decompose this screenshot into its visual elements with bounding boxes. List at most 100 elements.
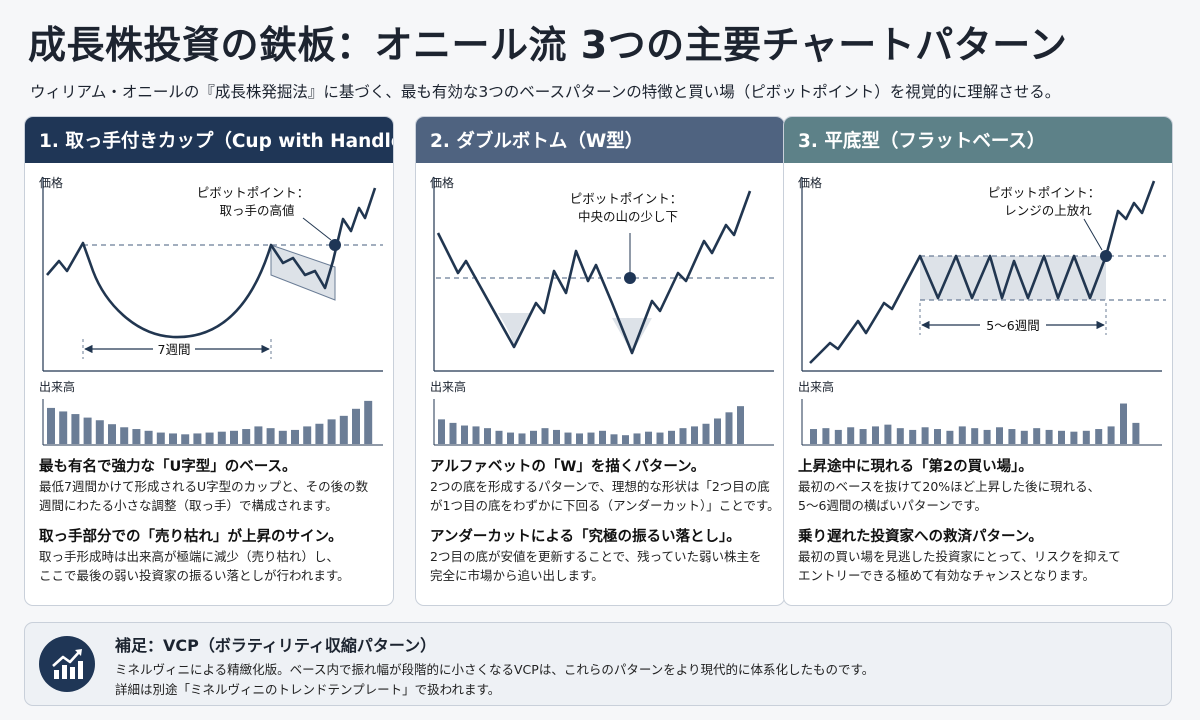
card-header: 3. 平底型（フラットベース） xyxy=(784,117,1172,163)
price-axis-label: 価格 xyxy=(430,175,454,190)
volume-bar xyxy=(1070,431,1078,444)
volume-bar xyxy=(564,432,572,444)
volume-bar xyxy=(587,432,595,444)
volume-bar xyxy=(108,424,116,444)
description-text: 5～6週間の横ばいパターンです。 xyxy=(798,498,988,513)
volume-bar xyxy=(327,419,336,444)
pivot-label: ピボットポイント： 中央の山の少し下 xyxy=(570,191,687,224)
volume-bar xyxy=(909,429,917,444)
volume-bar xyxy=(633,433,641,444)
volume-axis-label: 出来高 xyxy=(430,379,466,394)
volume-bar xyxy=(822,428,830,444)
card-double-bottom: 2. ダブルボトム（W型） 価格 ピボットポイント： 中央の山の少し下 出来高 … xyxy=(415,116,785,606)
volume-bar xyxy=(95,420,104,444)
volume-bar xyxy=(702,423,710,444)
flat-base-chart: 価格 ピボットポイント： レンジの上放れ 5～6週間 出来高 xyxy=(798,175,1166,446)
span-label: 5～6週間 xyxy=(986,318,1039,333)
volume-bar xyxy=(1020,430,1028,444)
volume-bar xyxy=(921,427,929,444)
volume-axis-label: 出来高 xyxy=(798,379,834,394)
second-bottom-shade xyxy=(612,318,652,353)
volume-bar xyxy=(507,432,514,444)
volume-bar xyxy=(645,431,652,444)
volume-bar xyxy=(364,400,373,444)
volume-bar xyxy=(1045,429,1053,444)
volume-bar xyxy=(1107,426,1115,444)
volume-bar xyxy=(679,428,687,444)
volume-bar xyxy=(1082,430,1090,444)
volume-bar xyxy=(230,430,238,444)
volume-bar xyxy=(205,432,214,444)
card-header: 2. ダブルボトム（W型） xyxy=(416,117,784,163)
description-heading: アンダーカットによる「究極の振るい落とし」。 xyxy=(430,529,741,545)
chart-up-icon xyxy=(39,636,95,692)
volume-bar xyxy=(656,432,664,444)
volume-bar xyxy=(59,411,68,444)
price-line xyxy=(436,190,752,355)
volume-bar xyxy=(622,435,629,444)
description-text: 最初の買い場を見逃した投資家にとって、リスクを抑えて xyxy=(798,549,1121,564)
card-description: アルファベットの「W」を描くパターン。 2つの底を形成するパターンで、理想的な形… xyxy=(430,457,780,597)
volume-bar xyxy=(352,408,360,444)
volume-bar xyxy=(47,407,55,444)
note-title: 補足：VCP（ボラティリティ収縮パターン） xyxy=(115,636,437,655)
volume-bar xyxy=(847,427,855,444)
description-text: が1つ目の底をわずかに下回る（アンダーカット）」ことです。 xyxy=(430,498,780,513)
description-heading: アルファベットの「W」を描くパターン。 xyxy=(430,459,706,475)
pivot-label: ピボットポイント： レンジの上放れ xyxy=(988,185,1105,218)
page-subtitle: ウィリアム・オニールの『成長株発掘法』に基づく、最も有効な3つのベースパターンの… xyxy=(30,83,1061,101)
volume-bar xyxy=(737,406,744,444)
description-text: 2つの底を形成するパターンで、理想的な形状は「2つ目の底 xyxy=(430,479,770,494)
price-axis-label: 価格 xyxy=(39,175,63,190)
volume-bar xyxy=(144,430,153,444)
volume-bar xyxy=(553,429,560,444)
volume-bar xyxy=(1095,429,1103,444)
vcp-note: 補足：VCP（ボラティリティ収縮パターン） ミネルヴィニによる精緻化版。ベース内… xyxy=(24,622,1172,706)
volume-bar xyxy=(691,426,698,444)
volume-bar xyxy=(484,428,491,444)
pivot-point-marker xyxy=(624,272,636,284)
card-flat-base: 3. 平底型（フラットベース） 価格 ピボットポイント： レンジの上放れ 5～6… xyxy=(783,116,1173,606)
volume-bar xyxy=(541,428,549,444)
volume-bar xyxy=(266,428,275,444)
volume-bar xyxy=(668,430,675,444)
volume-bar xyxy=(71,414,80,444)
volume-bar xyxy=(530,430,537,444)
volume-bar xyxy=(518,433,526,444)
volume-bar xyxy=(132,429,141,444)
pivot-leader xyxy=(302,217,332,241)
card-description: 上昇途中に現れる「第2の買い場」。 最初のベースを抜けて20%ほど上昇した後に現… xyxy=(798,457,1162,597)
price-line xyxy=(809,180,1156,364)
volume-bar xyxy=(193,433,202,444)
description-text: ここで最後の弱い投資家の振るい落としが行われます。 xyxy=(39,568,350,583)
volume-bar xyxy=(1033,428,1041,444)
volume-bar xyxy=(958,426,966,444)
note-text: 詳細は別途「ミネルヴィニのトレンドテンプレート」で扱われます。 xyxy=(115,682,501,697)
volume-bar xyxy=(896,428,904,444)
volume-axis-label: 出来高 xyxy=(39,379,75,394)
description-heading: 乗り遅れた投資家への救済パターン。 xyxy=(798,529,1043,545)
volume-bar xyxy=(242,429,251,444)
price-axis-label: 価格 xyxy=(798,175,822,190)
volume-bar xyxy=(934,429,941,444)
double-bottom-chart: 価格 ピボットポイント： 中央の山の少し下 出来高 xyxy=(430,175,774,446)
card-header: 1. 取っ手付きカップ（Cup with Handle） xyxy=(25,117,393,163)
volume-bar xyxy=(495,430,503,444)
volume-bar xyxy=(810,429,817,444)
volume-bar xyxy=(472,426,480,444)
volume-bar xyxy=(315,423,324,444)
volume-bar xyxy=(610,434,618,444)
volume-bar xyxy=(834,429,842,444)
page-title: 成長株投資の鉄板：オニール流 3つの主要チャートパターン xyxy=(28,23,1068,67)
volume-bar xyxy=(120,427,129,444)
volume-bar xyxy=(1058,430,1065,444)
volume-bar xyxy=(169,433,177,444)
volume-bar xyxy=(278,430,287,444)
description-heading: 取っ手部分での「売り枯れ」が上昇のサイン。 xyxy=(39,529,343,545)
description-text: 週間にわたる小さな調整（取っ手）で構成されます。 xyxy=(39,498,338,513)
pivot-point-marker xyxy=(1100,250,1112,262)
volume-bar xyxy=(1008,429,1016,444)
cup-with-handle-chart: 価格 ピボットポイント： 取っ手の高値 7週間 出来高 xyxy=(39,175,383,446)
description-text: エントリーできる極めて有効なチャンスとなります。 xyxy=(798,568,1096,583)
volume-bar xyxy=(461,425,468,444)
